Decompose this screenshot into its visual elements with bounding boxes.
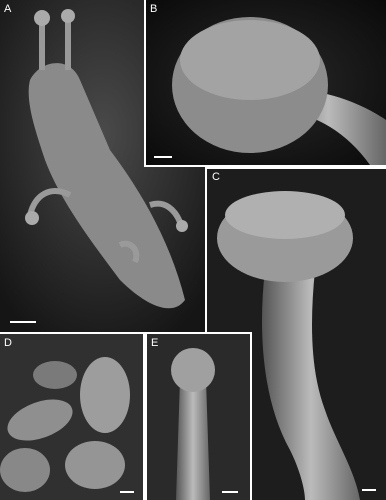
pollen-grain — [33, 361, 77, 389]
scale-bar — [10, 321, 36, 323]
panel-label: E — [151, 337, 158, 349]
panel-b: B — [144, 0, 386, 167]
specimen-head — [176, 220, 188, 232]
scale-bar — [362, 489, 376, 491]
specimen-head — [171, 348, 215, 392]
pollen-grain — [0, 448, 50, 492]
pollen-grain — [80, 357, 130, 433]
specimen-stalk — [261, 270, 360, 500]
specimen-arms — [27, 188, 183, 264]
specimen-stalk — [176, 380, 210, 500]
scale-bar — [222, 491, 238, 493]
specimen-head-top — [180, 20, 320, 100]
specimen-head — [61, 9, 75, 23]
panel-label: D — [4, 337, 12, 349]
panel-label: C — [212, 171, 220, 183]
specimen-head — [34, 10, 50, 26]
specimen-stalks — [39, 18, 71, 70]
scale-bar — [154, 156, 172, 158]
scale-bar — [120, 491, 134, 493]
panel-label: A — [4, 3, 12, 15]
specimen-head-top — [225, 191, 345, 239]
pollen-grain — [7, 399, 73, 441]
panel-d: D — [0, 332, 145, 500]
specimen-body — [28, 63, 185, 309]
pollen-grain — [65, 441, 125, 489]
panel-e: E — [145, 332, 252, 500]
specimen-head — [25, 211, 39, 225]
panel-label: B — [150, 3, 157, 15]
